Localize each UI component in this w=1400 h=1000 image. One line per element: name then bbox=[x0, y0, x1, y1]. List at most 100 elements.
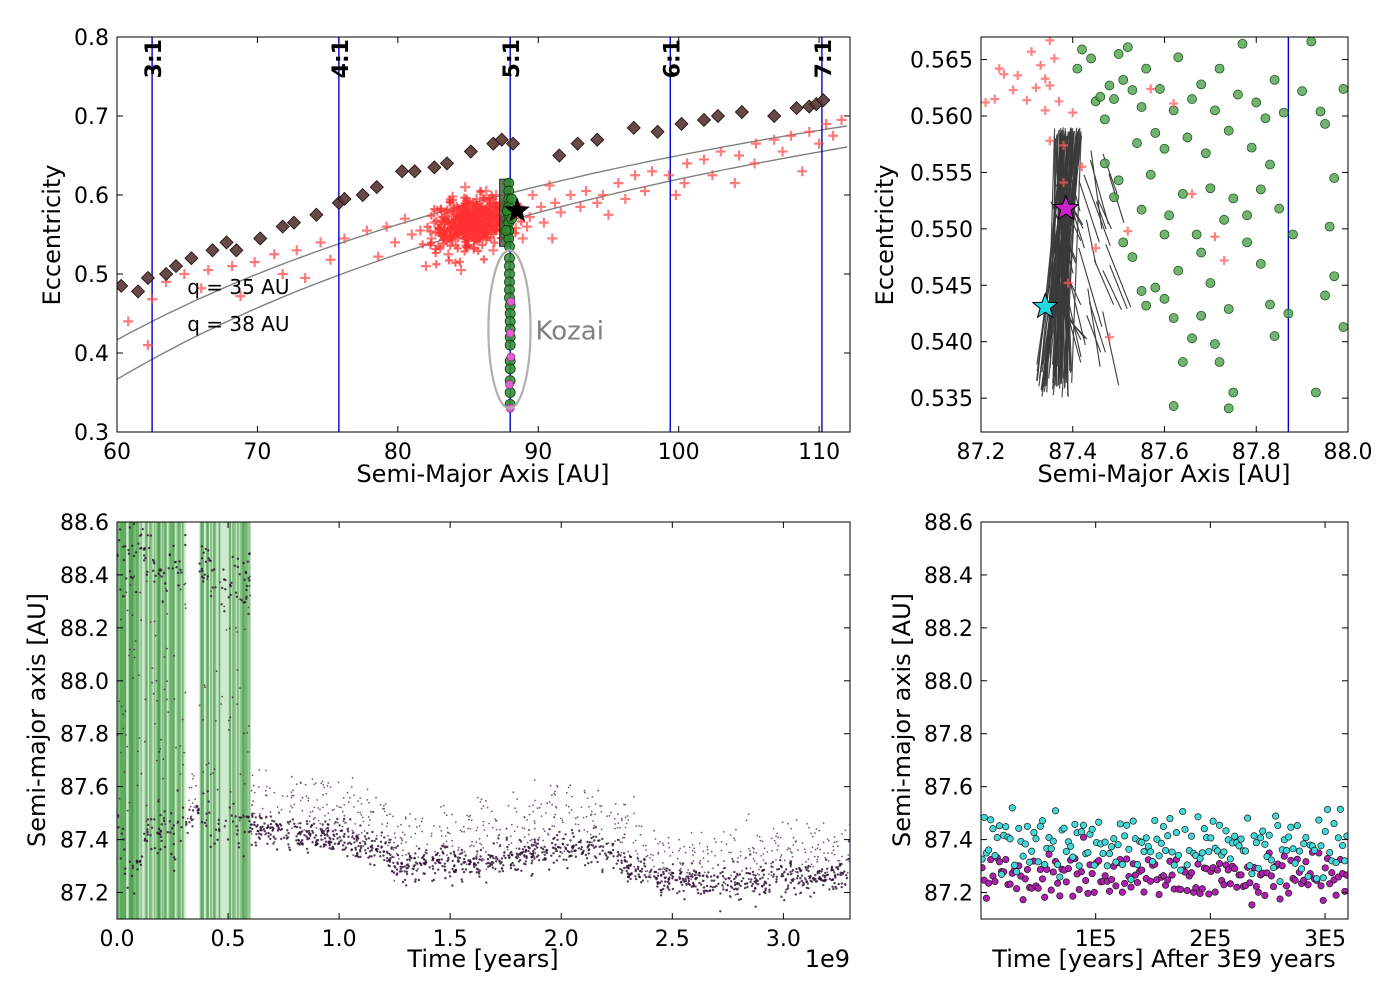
time-series-point bbox=[531, 838, 533, 841]
cyan-particle-point bbox=[1261, 840, 1269, 848]
time-series-point bbox=[314, 834, 318, 837]
time-series-point bbox=[653, 870, 656, 874]
time-series-point bbox=[183, 751, 186, 754]
time-series-point bbox=[179, 588, 182, 591]
cloud-cross bbox=[469, 198, 478, 207]
time-series-point bbox=[640, 881, 643, 884]
time-series-point bbox=[785, 868, 788, 871]
time-series-point bbox=[559, 850, 562, 854]
time-series-point bbox=[353, 794, 355, 796]
time-series-point bbox=[195, 784, 197, 787]
cloud-cross bbox=[480, 227, 489, 236]
time-series-point bbox=[175, 566, 178, 569]
time-series-point bbox=[617, 853, 620, 856]
time-series-point bbox=[753, 880, 757, 883]
time-series-point bbox=[169, 831, 172, 834]
time-series-point bbox=[834, 885, 837, 889]
time-series-point bbox=[552, 861, 555, 864]
cyan-particle-point bbox=[1330, 820, 1338, 828]
time-series-point bbox=[405, 816, 407, 819]
time-series-point bbox=[533, 779, 536, 781]
time-series-point bbox=[405, 864, 408, 867]
time-series-point bbox=[475, 871, 478, 874]
time-series-point bbox=[249, 830, 252, 833]
time-series-point bbox=[338, 836, 341, 839]
time-series-point bbox=[153, 620, 156, 623]
zoom-circle bbox=[1233, 89, 1243, 100]
time-series-point bbox=[343, 841, 346, 844]
time-series-point bbox=[804, 851, 807, 854]
time-series-point bbox=[247, 606, 250, 609]
time-series-point bbox=[327, 823, 330, 826]
time-series-point bbox=[386, 814, 388, 817]
p3-xlabel: Time [years] bbox=[406, 945, 558, 973]
time-series-point bbox=[743, 882, 747, 886]
time-series-point bbox=[460, 830, 463, 833]
time-series-point bbox=[162, 819, 166, 823]
time-series-point bbox=[308, 820, 311, 823]
time-series-point bbox=[188, 799, 190, 802]
time-series-point bbox=[311, 778, 314, 781]
time-series-point bbox=[146, 830, 149, 834]
time-series-point bbox=[388, 858, 392, 861]
cross-point bbox=[361, 225, 372, 236]
time-series-point bbox=[737, 856, 739, 859]
time-series-point bbox=[118, 700, 121, 703]
cyan-particle-point bbox=[1220, 848, 1228, 856]
time-series-point bbox=[841, 855, 843, 858]
time-series-point bbox=[242, 815, 245, 818]
time-series-point bbox=[134, 640, 137, 642]
time-series-point bbox=[370, 855, 373, 858]
time-series-point bbox=[359, 811, 362, 814]
time-series-point bbox=[293, 825, 296, 828]
time-series-point bbox=[681, 862, 685, 865]
magenta-particle-point bbox=[1019, 896, 1027, 904]
time-series-point bbox=[369, 863, 372, 866]
zoom-circle bbox=[1205, 183, 1216, 194]
time-series-point bbox=[593, 855, 597, 858]
time-series-point bbox=[176, 822, 179, 824]
time-series-point bbox=[351, 776, 354, 779]
time-series-point bbox=[414, 878, 417, 881]
time-series-point bbox=[439, 861, 442, 865]
time-series-point bbox=[120, 705, 123, 708]
time-series-point bbox=[571, 832, 574, 835]
time-series-point bbox=[197, 807, 200, 810]
cross-point bbox=[488, 245, 499, 256]
time-series-point bbox=[307, 799, 310, 802]
time-series-point bbox=[801, 863, 803, 866]
time-series-point bbox=[822, 822, 825, 824]
time-series-point bbox=[353, 841, 356, 844]
time-series-point bbox=[251, 804, 253, 806]
time-series-point bbox=[826, 838, 829, 840]
time-series-point bbox=[542, 848, 545, 851]
time-series-point bbox=[254, 816, 257, 819]
time-series-point bbox=[606, 856, 609, 859]
time-series-point bbox=[200, 821, 204, 824]
zoom-circle bbox=[1196, 310, 1207, 321]
cyan-particle-point bbox=[1313, 875, 1321, 883]
p3-xtick-label: 3.0 bbox=[766, 927, 801, 952]
time-series-point bbox=[228, 806, 231, 809]
time-series-point bbox=[338, 824, 341, 827]
time-series-point bbox=[221, 586, 224, 590]
time-series-point bbox=[533, 857, 536, 860]
trajectory-line bbox=[1078, 180, 1100, 243]
time-series-point bbox=[201, 575, 204, 578]
cyan-particle-point bbox=[1034, 858, 1042, 866]
time-series-point bbox=[475, 829, 478, 832]
time-series-point bbox=[525, 855, 528, 858]
time-series-point bbox=[638, 825, 641, 827]
time-series-point bbox=[671, 871, 674, 875]
p3-ytick-label: 88.6 bbox=[60, 511, 109, 536]
time-series-point bbox=[387, 835, 389, 837]
time-series-point bbox=[208, 811, 211, 814]
time-series-point bbox=[754, 874, 757, 877]
time-series-point bbox=[810, 832, 812, 835]
time-series-point bbox=[230, 581, 233, 584]
time-series-point bbox=[160, 738, 162, 741]
time-series-point bbox=[383, 858, 386, 862]
zoom-circle bbox=[1099, 114, 1110, 125]
zoom-circle bbox=[1187, 333, 1197, 344]
cyan-particle-point bbox=[1231, 832, 1239, 840]
